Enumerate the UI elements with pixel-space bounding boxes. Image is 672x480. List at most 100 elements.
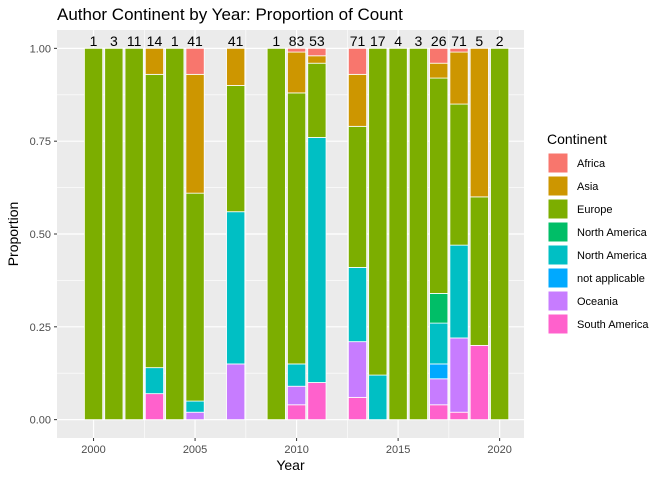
bar-2010-africa [287, 47, 307, 53]
x-tick-label: 2000 [81, 444, 105, 456]
bar-2005-oceania [185, 411, 205, 421]
bar-2018-south-america [449, 411, 469, 421]
legend-label-oceania: Oceania [577, 296, 619, 308]
y-tick-label: 0.25 [30, 322, 51, 334]
y-tick-label: 0.00 [30, 415, 51, 427]
count-label-2000: 1 [90, 33, 98, 49]
bar-2018-oceania [449, 337, 469, 413]
count-label-2002: 11 [127, 33, 142, 49]
bar-2017-north-america [429, 293, 449, 324]
bar-2018-asia [449, 51, 469, 105]
legend-swatch-north-america [547, 244, 569, 266]
bar-2007-north-america [226, 211, 246, 365]
bars-group [84, 47, 510, 421]
legend-swatch-oceania [547, 290, 569, 312]
bar-2004-europe [165, 47, 185, 421]
legend-label-europe: Europe [577, 204, 612, 216]
bar-2017-oceania [429, 378, 449, 406]
count-label-2004: 1 [171, 33, 179, 49]
legend-label-not-applicable: not applicable [577, 273, 645, 285]
bar-2013-oceania [347, 341, 368, 398]
x-tick-label: 2005 [183, 444, 207, 456]
bar-2011-europe [307, 62, 327, 138]
count-label-2010: 83 [289, 33, 305, 49]
bar-2017-south-america [429, 404, 449, 421]
bar-2013-asia [347, 73, 368, 127]
count-label-2003: 14 [147, 33, 163, 49]
legend-swatch-africa [547, 152, 569, 174]
x-tick-label: 2020 [487, 444, 511, 456]
chart-title: Author Continent by Year: Proportion of … [57, 5, 403, 24]
count-label-2014: 17 [370, 33, 386, 49]
count-label-2017: 26 [431, 33, 447, 49]
bar-2011-south-america [307, 382, 327, 421]
count-label-2018: 71 [451, 33, 467, 49]
legend-swatch-asia [547, 175, 569, 197]
bar-2015-europe [388, 47, 408, 421]
bar-2014-europe [368, 47, 388, 376]
bar-2007-asia [226, 47, 246, 86]
bar-2013-africa [347, 47, 368, 75]
bar-2005-asia [185, 73, 205, 194]
bar-2010-europe [287, 92, 307, 365]
bar-2000-europe [84, 47, 104, 421]
bar-2017-africa [429, 47, 449, 64]
bar-2011-asia [307, 55, 327, 64]
count-label-2019: 5 [475, 33, 483, 49]
x-axis-title: Year [276, 457, 305, 473]
legend-label-africa: Africa [577, 158, 606, 170]
count-label-2001: 3 [110, 33, 118, 49]
bar-2007-europe [226, 85, 246, 213]
bar-2007-oceania [226, 363, 246, 421]
count-label-2005: 41 [187, 33, 203, 49]
bar-2009-europe [266, 47, 286, 421]
count-label-2011: 53 [309, 33, 325, 49]
bar-2005-north-america [185, 400, 205, 413]
legend: Continent Africa Asia Europe North America N… [547, 131, 649, 335]
bar-2019-south-america [469, 344, 489, 421]
bar-2018-africa [449, 47, 469, 53]
legend-label-south-america: South America [577, 319, 649, 331]
bar-2001-europe [104, 47, 124, 421]
bar-2017-asia [429, 62, 449, 79]
bar-2010-south-america [287, 404, 307, 421]
legend-swatch-not-applicable [547, 267, 569, 289]
count-label-2013: 71 [350, 33, 366, 49]
legend-swatch-north-america [547, 221, 569, 243]
x-axis: 2000 2005 2010 2015 2020 [81, 438, 512, 456]
legend-swatch-south-america [547, 313, 569, 335]
bar-2005-europe [185, 192, 205, 402]
bar-2003-asia [144, 47, 164, 75]
bar-2013-north-america [347, 267, 368, 343]
count-label-2007: 41 [228, 33, 244, 49]
count-label-2015: 4 [394, 33, 402, 49]
bar-2011-north-america [307, 137, 327, 383]
bar-2020-europe [490, 47, 510, 421]
legend-label-asia: Asia [577, 181, 599, 193]
bar-2017-not-applicable [429, 363, 449, 380]
bar-2003-south-america [144, 393, 164, 421]
y-tick-label: 0.75 [30, 136, 51, 148]
bar-2013-south-america [347, 396, 368, 421]
legend-items: Africa Asia Europe North America North Ameri… [547, 152, 649, 335]
bar-2018-europe [449, 103, 469, 246]
count-labels-group: 1 3 11 14 1 41 41 1 83 53 71 17 4 3 26 71 5 2 [90, 33, 504, 49]
bar-2019-asia [469, 47, 489, 198]
y-tick-label: 0.50 [30, 229, 51, 241]
legend-title: Continent [547, 131, 607, 147]
x-tick-label: 2015 [386, 444, 410, 456]
bar-2005-africa [185, 47, 205, 75]
x-tick-label: 2010 [284, 444, 308, 456]
bar-2002-europe [124, 47, 144, 421]
count-label-2020: 2 [496, 33, 504, 49]
bar-2016-europe [408, 47, 428, 421]
count-label-2009: 1 [272, 33, 280, 49]
bar-2010-oceania [287, 385, 307, 406]
bar-2017-europe [429, 77, 449, 294]
bar-2003-europe [144, 73, 164, 369]
bar-2017-north-america [429, 322, 449, 365]
bar-2019-europe [469, 196, 489, 346]
legend-label-north-america: North America [577, 250, 648, 262]
bar-2013-europe [347, 125, 368, 268]
